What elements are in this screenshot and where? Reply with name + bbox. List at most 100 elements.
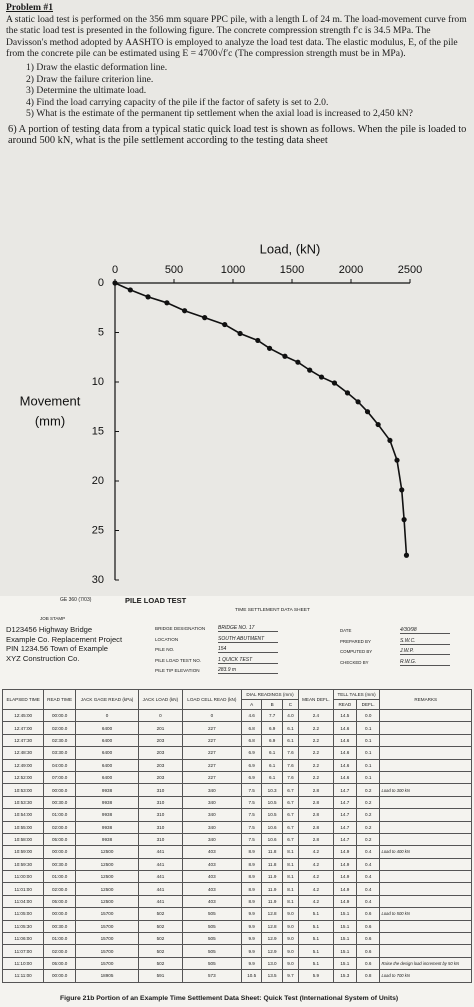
cell: 01:00.0	[43, 808, 76, 822]
cell: 9938	[74, 820, 140, 834]
figure-caption: Figure 21b Portion of an Example Time Se…	[60, 995, 399, 1002]
remark: Load to 400 kN	[379, 845, 472, 859]
cell: 0.2	[355, 820, 381, 834]
cell: 505	[181, 956, 242, 971]
column-subheader: A	[240, 699, 263, 710]
cell: 14.7	[332, 832, 357, 847]
cell: 2.8	[298, 832, 334, 847]
cell: 10.5	[261, 795, 283, 810]
job-stamp: JOB STAMP	[40, 616, 66, 621]
cell: 5.1	[298, 944, 334, 958]
cell: 310	[138, 783, 183, 797]
data-row: 10:53:30 00:30.0 9938 310 340 7.5 10.5 6.7 2.8 14…	[1, 795, 472, 810]
task: 3) Determine the ultimate load.	[26, 85, 147, 97]
cell: 0.4	[355, 845, 381, 859]
cell: 12.9	[261, 932, 283, 946]
cell: 5.1	[298, 907, 334, 921]
cell: 203	[138, 758, 183, 772]
data-row: 11:05:00 00:00.0 15700 502 505 9.9 12.8 9.0 5.1 1…	[1, 907, 472, 921]
cell: 12500	[74, 882, 140, 896]
cell: 0	[181, 708, 242, 723]
data-row: 10:58:00 05:00.0 9938 310 340 7.5 10.6 6.7 2.8 14…	[1, 832, 472, 847]
data-point	[164, 300, 170, 306]
data-row: 12:45:00 00:00.0 0 0 0 4.6 7.7 4.0 2.4 14.5 0.0	[1, 708, 472, 723]
signoff-value: J.W.P.	[400, 648, 450, 655]
cell: 9.9	[240, 944, 263, 958]
cell: 8.9	[240, 845, 263, 859]
cell: 2.2	[298, 746, 334, 760]
cell: 9.0	[281, 919, 300, 934]
cell: 5.1	[298, 932, 334, 946]
cell: 6400	[74, 721, 140, 735]
cell: 11.8	[261, 857, 283, 872]
data-row: 11:06:00 01:00.0 15700 502 505 9.9 12.9 9.0 5.1 1…	[1, 932, 472, 946]
cell: 441	[138, 882, 183, 896]
remark	[379, 746, 472, 760]
cell: 7.6	[281, 746, 300, 760]
data-point	[237, 330, 243, 337]
data-point	[112, 280, 118, 286]
cell: 15700	[74, 956, 140, 971]
cell: 7.6	[281, 770, 300, 785]
cell: 12500	[74, 894, 140, 909]
cell: 10.5	[261, 808, 283, 822]
cell: 6.8	[240, 733, 263, 748]
data-point	[399, 487, 405, 493]
field-label: BRIDGE DESIGNATION	[155, 626, 206, 631]
cell: 502	[138, 919, 183, 934]
cell: 00:00.0	[43, 969, 76, 983]
cell: 14.6	[332, 770, 357, 785]
cell: 00:00.0	[43, 907, 76, 921]
cell: 2.2	[298, 721, 334, 735]
cell: 12.8	[261, 907, 283, 921]
cell: 11:05:00	[1, 907, 45, 921]
cell: 9.0	[281, 944, 300, 958]
cell: 7.5	[240, 783, 263, 797]
cell: 15.1	[332, 932, 357, 946]
cell: 5.1	[298, 919, 334, 934]
cell: 8.1	[281, 845, 300, 859]
y-tick-label: 0	[98, 277, 104, 289]
task: 1) Draw the elastic deformation line.	[26, 61, 168, 73]
remark	[379, 894, 472, 909]
y-tick-label: 20	[92, 475, 104, 487]
column-header: READ TIME	[43, 689, 76, 710]
column-header: TELL TALES (mm)	[332, 689, 381, 700]
cell: 9.9	[240, 919, 263, 934]
data-point	[318, 374, 325, 380]
question: 6) A portion of testing data from a typi…	[8, 123, 467, 147]
data-row: 12:52:00 07:00.0 6400 203 227 6.9 6.1 7.6 2.2 14.…	[1, 770, 472, 785]
field-value: BRIDGE NO. 17	[218, 625, 278, 632]
data-row: 11:07:00 02:00.0 15700 502 505 9.9 12.9 9.0 5.1 1…	[1, 944, 472, 958]
cell: 2.8	[298, 808, 334, 822]
remark	[379, 932, 472, 946]
data-row: 10:55:00 02:00.0 9938 310 340 7.5 10.6 6.7 2.8 14…	[1, 820, 472, 834]
data-point	[375, 421, 381, 428]
field-value: 283.9 m	[218, 667, 278, 674]
data-row: 11:11:00 00:00.0 18905 591 573 10.5 13.5 9.7 5.9…	[1, 969, 472, 983]
remark	[379, 870, 472, 884]
data-point	[394, 457, 400, 463]
cell: 12:48:30	[1, 746, 45, 760]
cell: 6.1	[281, 733, 300, 748]
data-point	[266, 345, 273, 351]
cell: 02:00.0	[43, 882, 76, 896]
cell: 8.1	[281, 882, 300, 896]
cell: 0.2	[355, 795, 381, 810]
cell: 310	[138, 832, 183, 847]
column-header: ELAPSED TIME	[1, 689, 45, 710]
cell: 03:30.0	[43, 746, 76, 760]
signoff-value: 4/30/98	[400, 627, 450, 634]
data-point	[145, 294, 151, 300]
column-header: DIAL READINGS (mm)	[240, 689, 300, 700]
cell: 15.1	[332, 944, 357, 958]
cell: 01:00.0	[43, 870, 76, 884]
cell: 0.8	[355, 969, 381, 983]
y-tick-label: 10	[92, 376, 104, 388]
data-point	[364, 409, 371, 415]
cell: 441	[138, 894, 183, 909]
y-tick-label: 15	[92, 425, 104, 437]
data-row: 11:01:00 02:00.0 12500 441 403 8.9 11.9 8.1 4.2 1…	[1, 882, 472, 896]
cell: 403	[181, 857, 242, 872]
cell: 310	[138, 820, 183, 834]
